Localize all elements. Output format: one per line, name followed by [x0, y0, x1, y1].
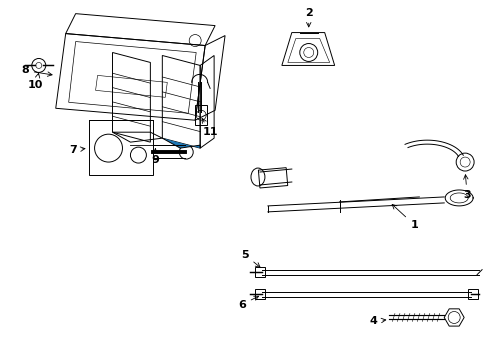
Text: 2: 2: [304, 8, 312, 27]
Text: 6: 6: [238, 296, 258, 310]
Text: 3: 3: [462, 175, 470, 200]
Text: 5: 5: [241, 250, 260, 267]
Text: 4: 4: [369, 316, 385, 327]
Polygon shape: [162, 138, 200, 148]
Text: 7: 7: [69, 145, 85, 155]
Bar: [258, 168, 287, 188]
Text: 8: 8: [21, 66, 52, 76]
Bar: [88, 120, 153, 175]
Bar: [254, 267, 264, 276]
Text: 11: 11: [202, 118, 218, 137]
Text: 10: 10: [28, 73, 43, 90]
Bar: [195, 105, 207, 125]
Bar: [467, 289, 477, 298]
Text: 1: 1: [391, 204, 417, 230]
Text: 9: 9: [151, 149, 159, 165]
Bar: [254, 289, 264, 298]
